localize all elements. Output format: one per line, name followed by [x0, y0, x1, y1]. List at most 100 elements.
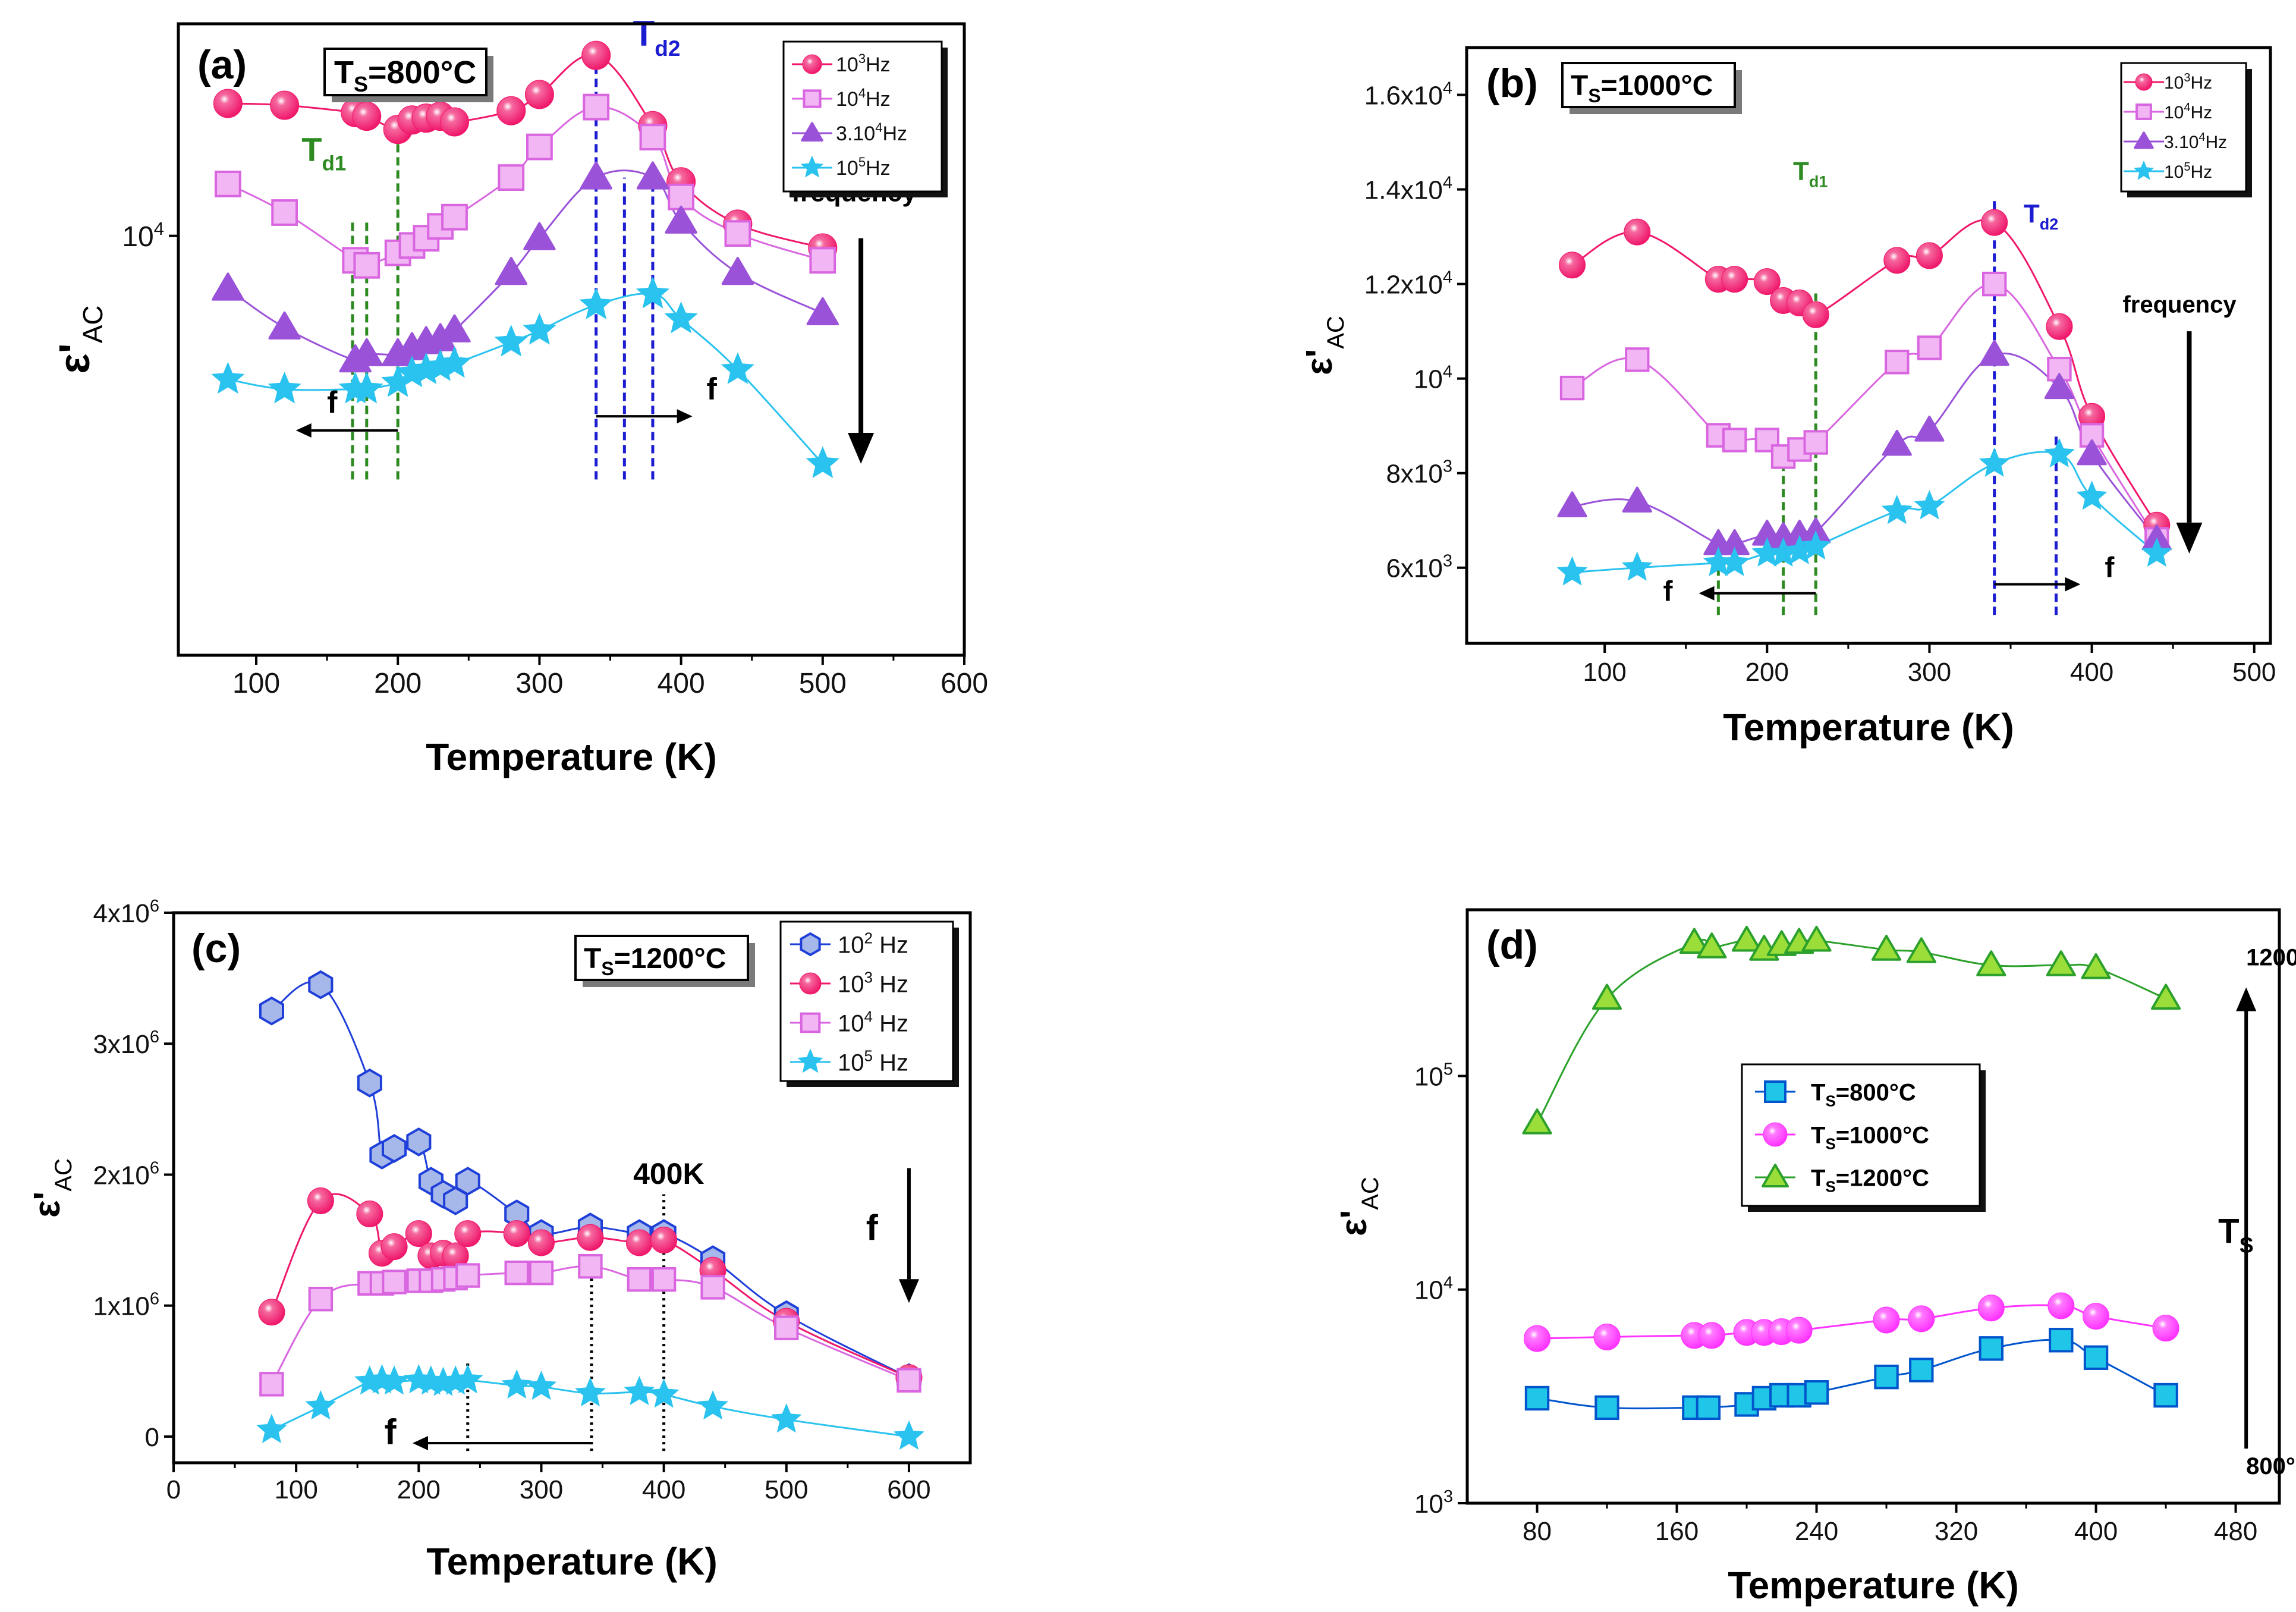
panel-a-xtick-label: 100 — [232, 668, 280, 699]
panel-b-title: TS=1000°C — [1571, 70, 1713, 106]
panel-d-arrow — [2236, 987, 2257, 1449]
panel-d-ytick-label: 103 — [1414, 1487, 1453, 1519]
panel-d-point — [1906, 937, 1936, 963]
panel-c-point — [258, 1299, 285, 1326]
panel-a-annotation: f — [327, 385, 338, 420]
panel-a-point — [495, 257, 527, 285]
panel-b-legend-label: 3.104Hz — [2164, 131, 2227, 152]
panel-b-point — [1621, 551, 1653, 581]
panel-b-ytick-label: 1.4x104 — [1364, 173, 1452, 205]
legend-marker — [797, 1048, 823, 1073]
panel-c-point — [455, 1263, 480, 1288]
panel-c-xtick-label: 400 — [642, 1475, 685, 1504]
panel-a-point — [498, 164, 525, 191]
panel-d-annotation: 800°C — [2246, 1453, 2296, 1479]
panel-c-point — [259, 1372, 284, 1397]
panel-d-point — [1592, 983, 1622, 1010]
panel-a-point — [439, 107, 469, 137]
panel-d-xtick-label: 480 — [2214, 1517, 2257, 1546]
panel-a-point — [809, 247, 836, 274]
panel-b-point — [1722, 428, 1747, 453]
panel-a-point — [524, 80, 554, 109]
panel-d-point — [1522, 1108, 1552, 1135]
panel-d-annotation: TS — [2218, 1212, 2253, 1258]
panel-b-point — [2076, 480, 2108, 510]
panel-a-annotation: Td2 — [633, 14, 681, 61]
panel-b-point — [1625, 347, 1650, 372]
panel-b-annotation: frequency — [2122, 291, 2237, 318]
panel-c-ytick-label: 1x106 — [93, 1290, 159, 1321]
panel-c-point — [575, 1377, 606, 1407]
panel-d-frame — [1465, 908, 2281, 1505]
panel-a-point — [581, 40, 611, 70]
panel-a-point — [352, 102, 382, 131]
panel-d-point — [2046, 950, 2076, 976]
panel-a-ytick-label: 104 — [122, 218, 164, 253]
panel-a-title-box: TS=800°C — [323, 48, 493, 102]
panel-b-point — [1800, 530, 1832, 560]
panel-a-xtick-label: 300 — [515, 668, 563, 699]
panel-c-point — [308, 970, 334, 1000]
panel-b-point — [1979, 447, 2010, 477]
panel-c-legend-label: 103 Hz — [838, 968, 908, 997]
panel-d-point — [1524, 1325, 1551, 1352]
panel-b-ytick-label: 1.2x104 — [1364, 268, 1452, 299]
panel-c-point — [578, 1253, 603, 1279]
panel-a-point — [721, 352, 754, 384]
panel-c-point — [529, 1260, 554, 1286]
panel-c-point — [650, 1227, 678, 1254]
panel-c-xtick-label: 0 — [166, 1475, 181, 1504]
panel-c-point — [627, 1267, 652, 1292]
panel-a-legend-label: 104Hz — [836, 86, 891, 111]
panel-a-point — [523, 313, 556, 345]
panel-c-point — [503, 1220, 530, 1248]
panel-a-point — [668, 183, 695, 210]
panel-c-annotation: f — [385, 1412, 397, 1452]
panel-b-point — [2046, 313, 2073, 340]
panel-c-legend-label: 104 Hz — [838, 1007, 908, 1036]
panel-b-label: (b) — [1486, 61, 1538, 106]
panel-b-point — [1885, 350, 1910, 375]
panel-d-xlabel: Temperature (K) — [1728, 1564, 2019, 1607]
panel-b-annotation: f — [1663, 576, 1673, 607]
legend-marker — [1764, 1080, 1787, 1103]
panel-c-point — [454, 1220, 482, 1248]
panel-c-point — [259, 996, 284, 1026]
panel-c-point — [357, 1068, 382, 1098]
panel-b-point — [1559, 252, 1586, 279]
panel-d-point — [1594, 1395, 1619, 1421]
panel-a-xlabel: Temperature (K) — [426, 736, 717, 778]
panel-a-annotation: f — [706, 372, 717, 406]
panel-c-point — [406, 1127, 432, 1157]
panel-a-point — [270, 90, 300, 120]
panel-b-point — [1557, 491, 1587, 517]
panel-a-label: (a) — [197, 42, 247, 87]
panel-c-ytick-label: 4x106 — [93, 897, 159, 928]
panel-d-point — [2151, 983, 2181, 1010]
panel-c-point — [356, 1201, 383, 1228]
panel-a-xtick-label: 200 — [374, 668, 422, 699]
panel-b-point — [1883, 247, 1911, 274]
panel-c-point — [651, 1267, 677, 1292]
panel-a-point — [350, 372, 383, 404]
panel-b-arrow — [2176, 331, 2203, 554]
panel-c-label: (c) — [191, 926, 241, 971]
panel-b-title-box: TS=1000°C — [1561, 62, 1742, 114]
legend-marker — [2135, 73, 2153, 91]
panel-b-legend-label: 103Hz — [2164, 71, 2212, 93]
legend-marker — [799, 972, 822, 995]
panel-a-point — [211, 362, 245, 394]
panel-c-annotation: f — [866, 1208, 879, 1248]
panel-c-point — [624, 1375, 655, 1406]
panel-a-arrow — [848, 238, 875, 464]
panel-c-point — [307, 1187, 334, 1215]
panel-c-point — [256, 1413, 287, 1443]
panel-c-title: TS=1200°C — [584, 943, 726, 979]
panel-a-ticks: 100 200 300 400 500 600 104 — [122, 218, 988, 699]
panel-a-point — [268, 311, 301, 340]
panel-c-point — [382, 1134, 407, 1163]
panel-b-ytick-label: 104 — [1414, 363, 1452, 394]
panel-d-point — [1731, 925, 1762, 952]
panel-d-point — [2047, 1292, 2075, 1319]
